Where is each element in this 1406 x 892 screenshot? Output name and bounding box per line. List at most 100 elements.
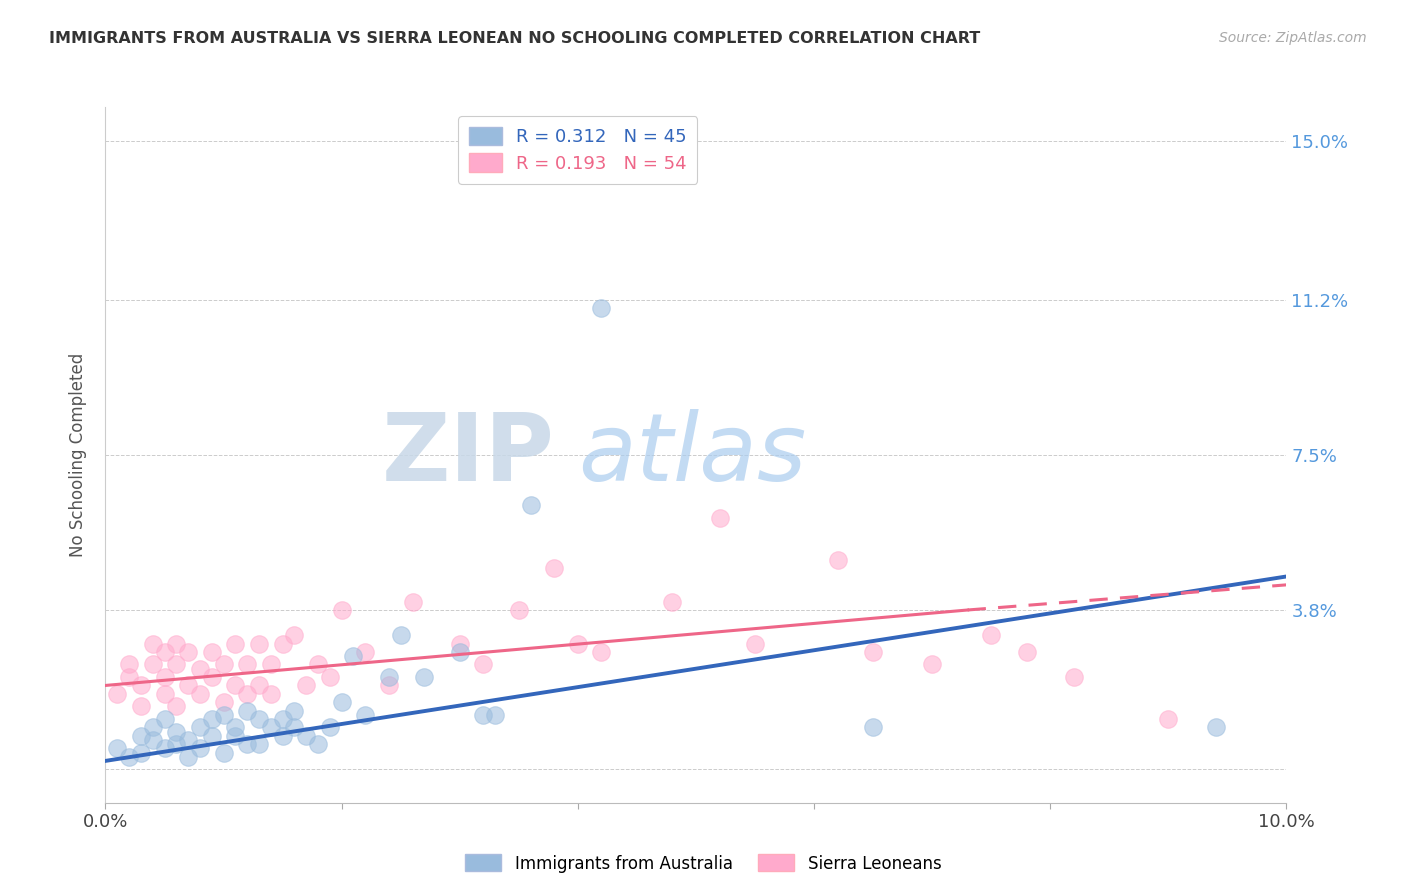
Point	[260, 657, 283, 672]
Point	[165, 737, 187, 751]
Point	[129, 729, 152, 743]
Point	[827, 552, 849, 566]
Point	[177, 749, 200, 764]
Point	[389, 628, 412, 642]
Point	[153, 645, 176, 659]
Point	[260, 720, 283, 734]
Point	[1205, 720, 1227, 734]
Point	[472, 707, 495, 722]
Point	[142, 733, 165, 747]
Point	[260, 687, 283, 701]
Point	[378, 670, 401, 684]
Point	[862, 720, 884, 734]
Point	[177, 645, 200, 659]
Point	[236, 704, 259, 718]
Point	[591, 645, 613, 659]
Point	[862, 645, 884, 659]
Legend: R = 0.312   N = 45, R = 0.193   N = 54: R = 0.312 N = 45, R = 0.193 N = 54	[458, 116, 697, 184]
Point	[142, 720, 165, 734]
Point	[201, 729, 224, 743]
Point	[307, 657, 329, 672]
Point	[105, 687, 128, 701]
Point	[283, 720, 305, 734]
Point	[153, 670, 176, 684]
Point	[661, 594, 683, 608]
Point	[1157, 712, 1180, 726]
Point	[177, 733, 200, 747]
Point	[1015, 645, 1038, 659]
Point	[591, 301, 613, 316]
Point	[378, 678, 401, 692]
Point	[295, 729, 318, 743]
Point	[188, 720, 211, 734]
Point	[153, 687, 176, 701]
Point	[224, 729, 246, 743]
Point	[236, 687, 259, 701]
Point	[980, 628, 1002, 642]
Text: Source: ZipAtlas.com: Source: ZipAtlas.com	[1219, 31, 1367, 45]
Point	[247, 737, 270, 751]
Point	[165, 636, 187, 650]
Point	[283, 628, 305, 642]
Point	[508, 603, 530, 617]
Point	[129, 699, 152, 714]
Point	[247, 678, 270, 692]
Point	[165, 699, 187, 714]
Point	[330, 603, 353, 617]
Point	[449, 636, 471, 650]
Point	[307, 737, 329, 751]
Point	[236, 657, 259, 672]
Point	[201, 712, 224, 726]
Point	[472, 657, 495, 672]
Point	[188, 741, 211, 756]
Point	[129, 678, 152, 692]
Point	[236, 737, 259, 751]
Point	[153, 712, 176, 726]
Point	[295, 678, 318, 692]
Point	[224, 720, 246, 734]
Point	[212, 707, 235, 722]
Text: IMMIGRANTS FROM AUSTRALIA VS SIERRA LEONEAN NO SCHOOLING COMPLETED CORRELATION C: IMMIGRANTS FROM AUSTRALIA VS SIERRA LEON…	[49, 31, 980, 46]
Point	[744, 636, 766, 650]
Point	[271, 712, 294, 726]
Point	[224, 636, 246, 650]
Point	[142, 657, 165, 672]
Point	[271, 729, 294, 743]
Point	[247, 636, 270, 650]
Point	[283, 704, 305, 718]
Point	[401, 594, 423, 608]
Point	[212, 695, 235, 709]
Point	[153, 741, 176, 756]
Text: ZIP: ZIP	[381, 409, 554, 501]
Point	[413, 670, 436, 684]
Point	[1063, 670, 1085, 684]
Point	[177, 678, 200, 692]
Point	[212, 746, 235, 760]
Point	[342, 649, 364, 664]
Point	[201, 645, 224, 659]
Point	[129, 746, 152, 760]
Point	[921, 657, 943, 672]
Point	[271, 636, 294, 650]
Point	[142, 636, 165, 650]
Point	[519, 498, 541, 512]
Point	[188, 662, 211, 676]
Point	[543, 561, 565, 575]
Point	[709, 510, 731, 524]
Point	[247, 712, 270, 726]
Point	[118, 657, 141, 672]
Point	[201, 670, 224, 684]
Point	[319, 670, 342, 684]
Point	[105, 741, 128, 756]
Point	[224, 678, 246, 692]
Point	[484, 707, 506, 722]
Point	[354, 645, 377, 659]
Point	[188, 687, 211, 701]
Point	[165, 657, 187, 672]
Point	[118, 749, 141, 764]
Point	[212, 657, 235, 672]
Point	[118, 670, 141, 684]
Legend: Immigrants from Australia, Sierra Leoneans: Immigrants from Australia, Sierra Leonea…	[458, 847, 948, 880]
Point	[449, 645, 471, 659]
Point	[319, 720, 342, 734]
